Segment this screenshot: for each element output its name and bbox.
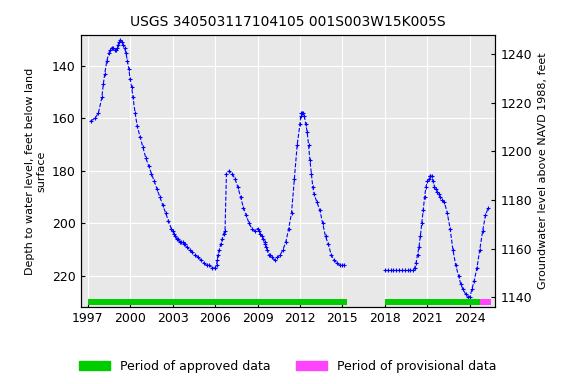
Legend: Period of approved data, Period of provisional data: Period of approved data, Period of provi… [74, 355, 502, 378]
Title: USGS 340503117104105 001S003W15K005S: USGS 340503117104105 001S003W15K005S [130, 15, 446, 29]
Y-axis label: Depth to water level, feet below land
surface: Depth to water level, feet below land su… [25, 67, 46, 275]
Y-axis label: Groundwater level above NAVD 1988, feet: Groundwater level above NAVD 1988, feet [537, 53, 548, 289]
